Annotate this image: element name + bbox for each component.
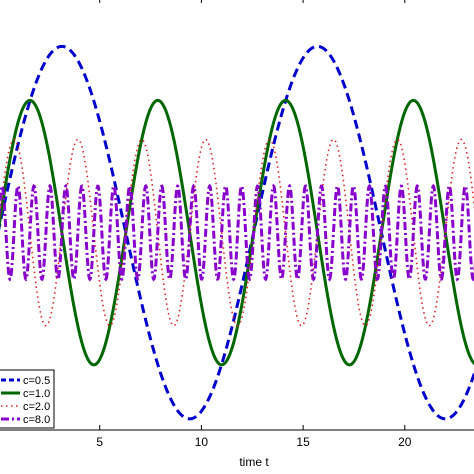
plot-area-frame: [0, 429, 474, 431]
x-tick-label: 5: [96, 435, 103, 449]
x-axis: 5 10 15 20: [96, 0, 412, 449]
legend-label: c=8.0: [23, 414, 50, 426]
series-line-c-0-5: [0, 44, 474, 421]
legend-label: c=1.0: [23, 388, 50, 400]
legend: c=0.5c=1.0c=2.0c=8.0: [0, 369, 55, 429]
x-tick-label: 10: [195, 435, 209, 449]
x-tick-label: 20: [398, 435, 412, 449]
x-axis-label: time t: [239, 455, 269, 469]
legend-label: c=0.5: [23, 375, 50, 387]
series-line-c-1-0: [0, 98, 474, 367]
x-tick-label: 15: [296, 435, 310, 449]
series-line-c-8-0: [0, 183, 474, 282]
series-layer: [0, 44, 474, 421]
legend-label: c=2.0: [23, 401, 50, 413]
